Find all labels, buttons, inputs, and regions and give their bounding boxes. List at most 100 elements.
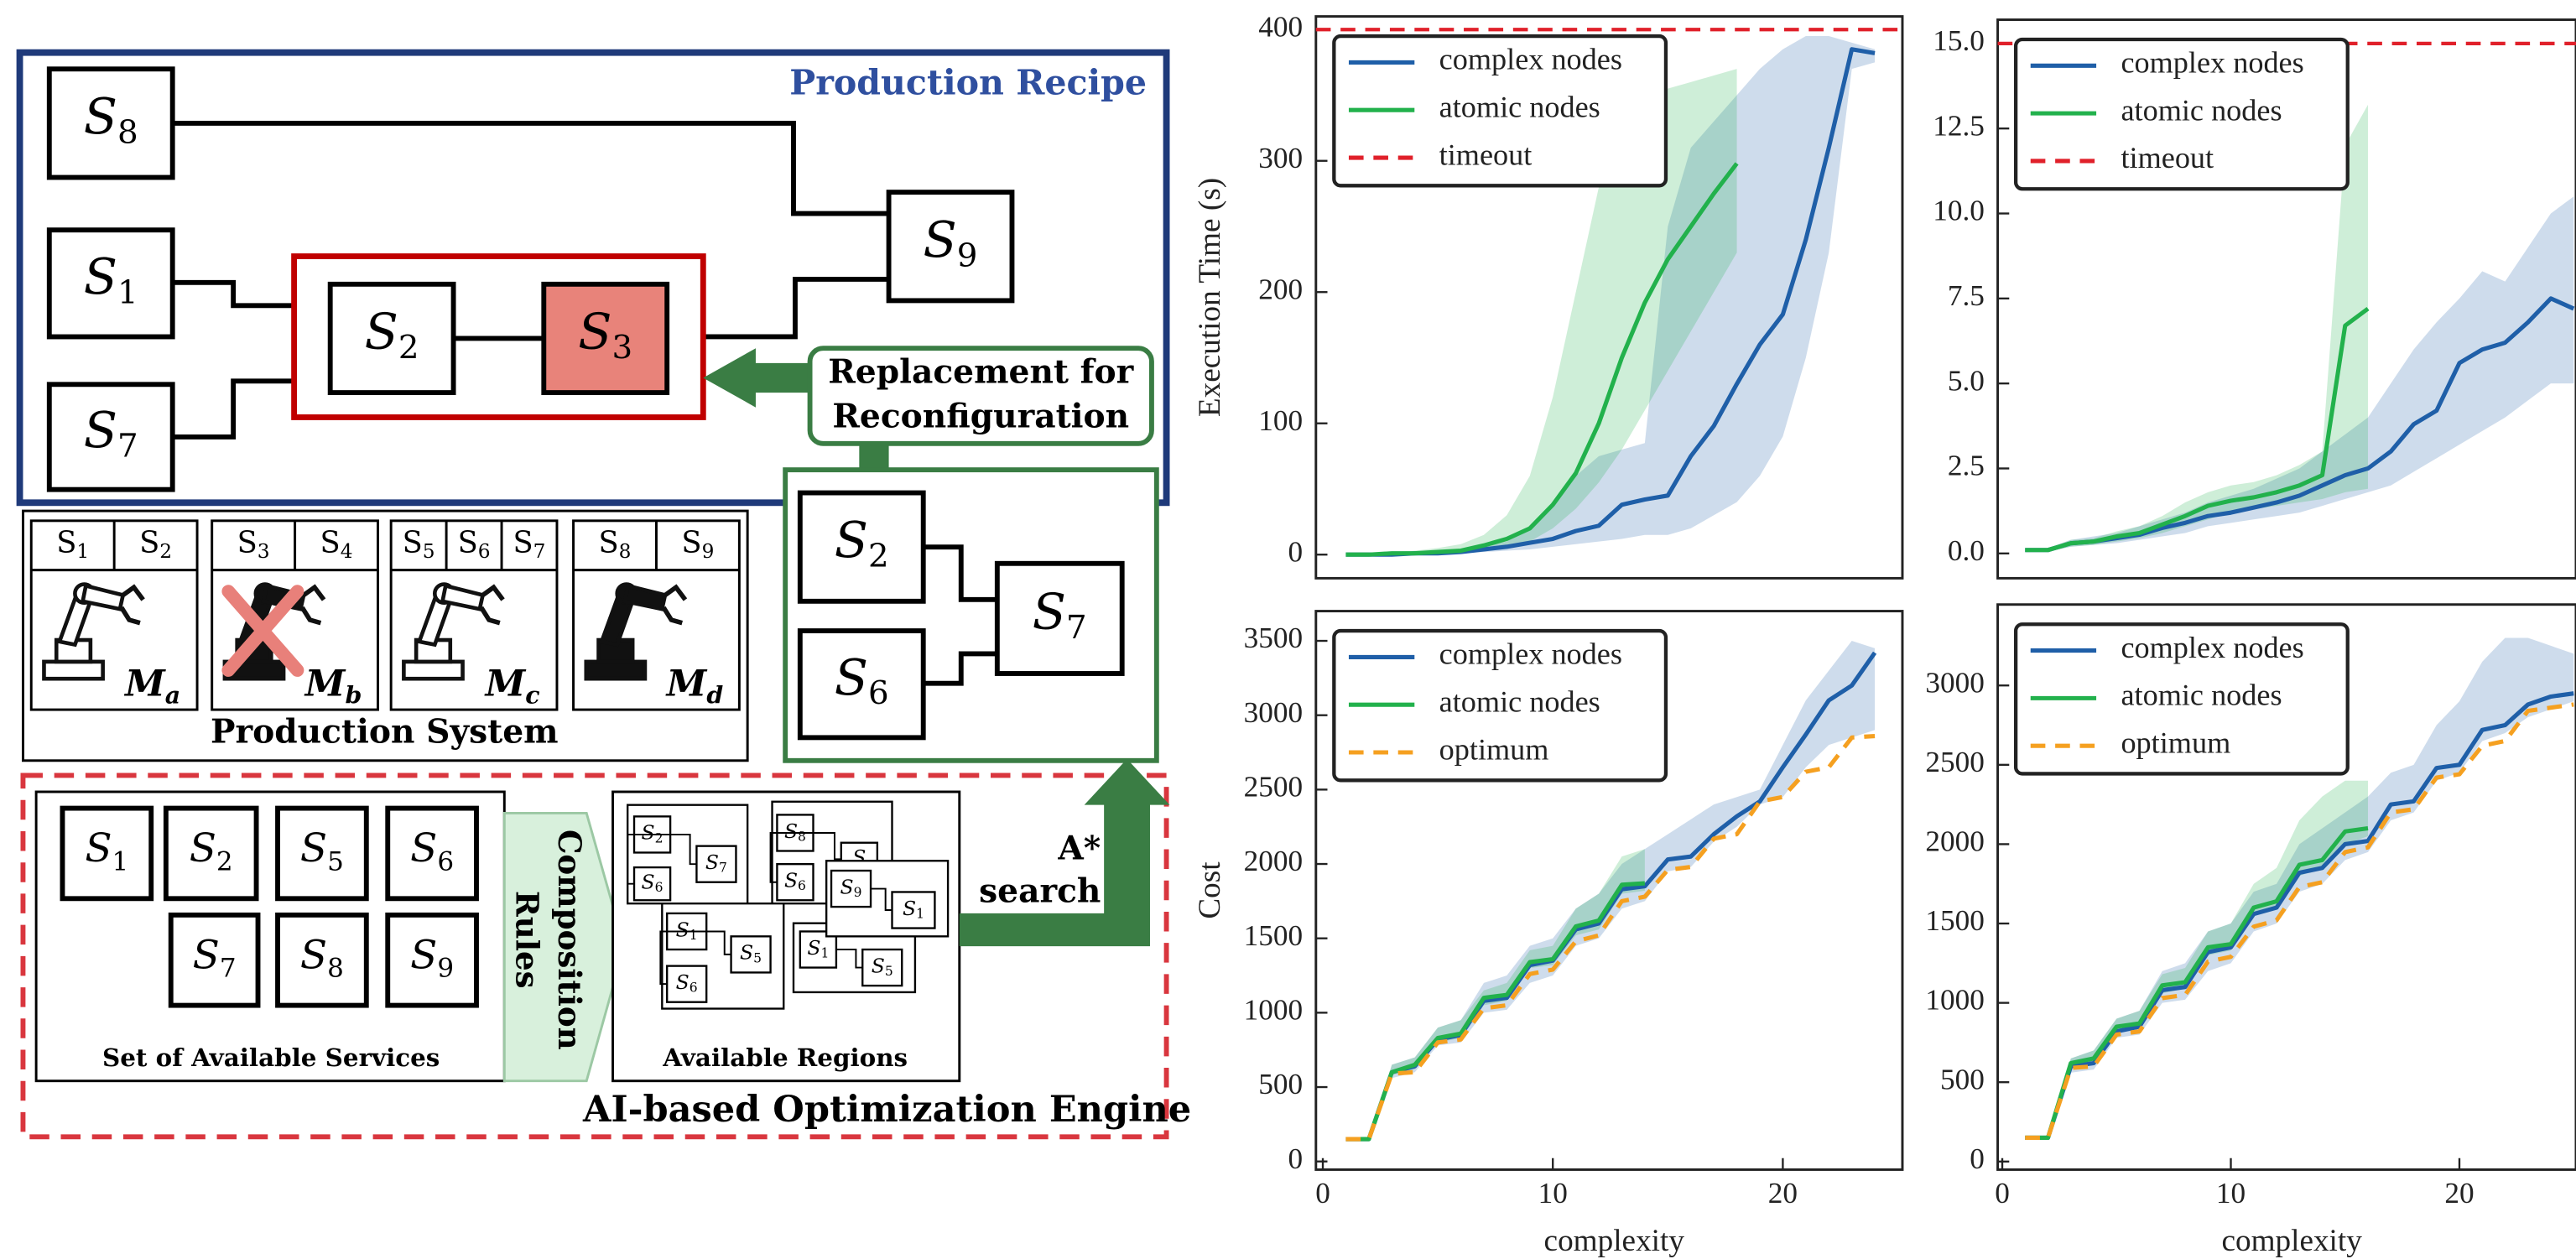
symbol-base: S	[840, 875, 854, 898]
replace-arrow	[703, 348, 813, 408]
symbol-subscript: 1	[820, 945, 829, 960]
symbol-base: S	[403, 525, 423, 559]
symbol-base: S	[676, 918, 690, 941]
x-axis-label: complexity	[2221, 1224, 2362, 1258]
symbol-subscript: 8	[117, 113, 138, 151]
symbol-subscript: 9	[957, 237, 978, 274]
symbol-subscript: 1	[916, 906, 924, 921]
symbol-subscript: 8	[327, 953, 344, 983]
y-tick-label: 500	[1940, 1063, 1985, 1095]
y-tick-label: 0	[1288, 535, 1304, 568]
symbol-base: S	[300, 825, 327, 871]
y-tick-label: 100	[1258, 404, 1303, 437]
symbol-subscript: d	[706, 680, 723, 709]
rules-label: Rules	[508, 891, 545, 989]
chart: 0.02.55.07.510.012.515.0complex nodesato…	[1933, 20, 2576, 579]
regions-title: Available Regions	[662, 1043, 908, 1072]
x-tick-label: 0	[1995, 1177, 2010, 1210]
symbol-base: M	[665, 663, 708, 705]
symbol-subscript: 2	[398, 329, 419, 367]
symbol-base: S	[705, 850, 719, 873]
symbol-subscript: 5	[423, 540, 435, 563]
symbol-subscript: b	[346, 680, 362, 709]
symbol-subscript: c	[525, 680, 539, 709]
legend-label: optimum	[1439, 732, 1549, 766]
legend-label: optimum	[2121, 726, 2230, 759]
symbol-base: S	[320, 525, 341, 559]
y-tick-label: 2000	[1244, 845, 1304, 877]
symbol-subscript: 9	[854, 885, 862, 900]
symbol-subscript: 6	[798, 878, 806, 893]
symbol-subscript: 7	[1066, 609, 1087, 647]
x-axis-label: complexity	[1544, 1224, 1685, 1258]
symbol-subscript: 2	[868, 538, 889, 575]
symbol-base: S	[84, 87, 117, 145]
figure: Production Recipe Replacement for Reconf…	[0, 0, 2576, 1259]
legend-label: complex nodes	[1439, 637, 1622, 671]
replacement-label: Reconfiguration	[832, 397, 1129, 435]
page: {"diagram": { "recipe": {"title": "Produ…	[0, 0, 2576, 1259]
symbol-base: S	[784, 868, 798, 892]
legend-label: timeout	[1439, 138, 1533, 171]
y-tick-label: 0.0	[1948, 534, 1985, 567]
symbol-subscript: a	[165, 680, 180, 709]
symbol-subscript: 7	[719, 861, 727, 876]
symbol-base: S	[237, 525, 258, 559]
y-tick-label: 3000	[1244, 696, 1304, 729]
legend-label: atomic nodes	[2121, 93, 2282, 127]
symbol-subscript: 9	[702, 540, 715, 563]
symbol-base: S	[190, 825, 216, 871]
symbol-base: S	[642, 820, 655, 844]
symbol-subscript: 6	[655, 880, 664, 895]
symbol-subscript: 5	[885, 964, 893, 979]
symbol-base: M	[123, 663, 166, 705]
y-tick-label: 2000	[1925, 825, 1985, 858]
y-tick-label: 1000	[1244, 993, 1304, 1026]
symbol-subscript: 1	[76, 540, 89, 563]
symbol-base: S	[784, 819, 798, 842]
y-tick-label: 3000	[1925, 666, 1985, 699]
symbol-subscript: 1	[112, 846, 129, 877]
chart: 0100200300400Execution Time (s)complex n…	[1193, 10, 1902, 578]
y-tick-label: 400	[1258, 10, 1303, 43]
symbol-base: S	[84, 401, 117, 459]
y-tick-label: 15.0	[1933, 24, 1985, 57]
x-tick-label: 20	[2444, 1177, 2474, 1210]
engine-title: AI-based Optimization Engine	[582, 1089, 1191, 1131]
y-tick-label: 7.5	[1948, 279, 1985, 312]
search-label: A*	[1057, 830, 1101, 868]
symbol-base: S	[513, 525, 533, 559]
y-tick-label: 3500	[1244, 622, 1304, 654]
symbol-base: M	[304, 663, 346, 705]
replacement-label: Replacement for	[828, 353, 1134, 392]
y-axis-label: Execution Time (s)	[1193, 178, 1227, 417]
symbol-base: S	[599, 525, 619, 559]
symbol-subscript: 8	[619, 540, 632, 563]
production-system-title: Production System	[211, 712, 559, 751]
symbol-subscript: 5	[753, 950, 762, 965]
symbol-base: S	[642, 870, 655, 893]
y-tick-label: 200	[1258, 273, 1303, 305]
y-tick-label: 5.0	[1948, 364, 1985, 397]
symbol-base: S	[681, 525, 701, 559]
symbol-base: S	[835, 648, 868, 706]
symbol-base: S	[458, 525, 478, 559]
symbol-base: S	[139, 525, 159, 559]
symbol-base: S	[676, 970, 690, 993]
symbol-base: S	[740, 940, 753, 964]
services-title: Set of Available Services	[102, 1043, 440, 1072]
symbol-subscript: 7	[117, 427, 138, 465]
symbol-base: S	[410, 825, 437, 871]
legend-label: atomic nodes	[1439, 685, 1600, 719]
x-tick-label: 10	[2216, 1177, 2246, 1210]
symbol-subscript: 5	[327, 846, 344, 877]
symbol-base: S	[84, 247, 117, 305]
recipe-title: Production Recipe	[789, 61, 1147, 102]
legend-label: complex nodes	[2121, 46, 2303, 80]
y-tick-label: 0	[1970, 1142, 1985, 1175]
y-tick-label: 1000	[1925, 984, 1985, 1017]
rules-label: Composition	[551, 830, 588, 1050]
legend-label: timeout	[2121, 141, 2214, 174]
